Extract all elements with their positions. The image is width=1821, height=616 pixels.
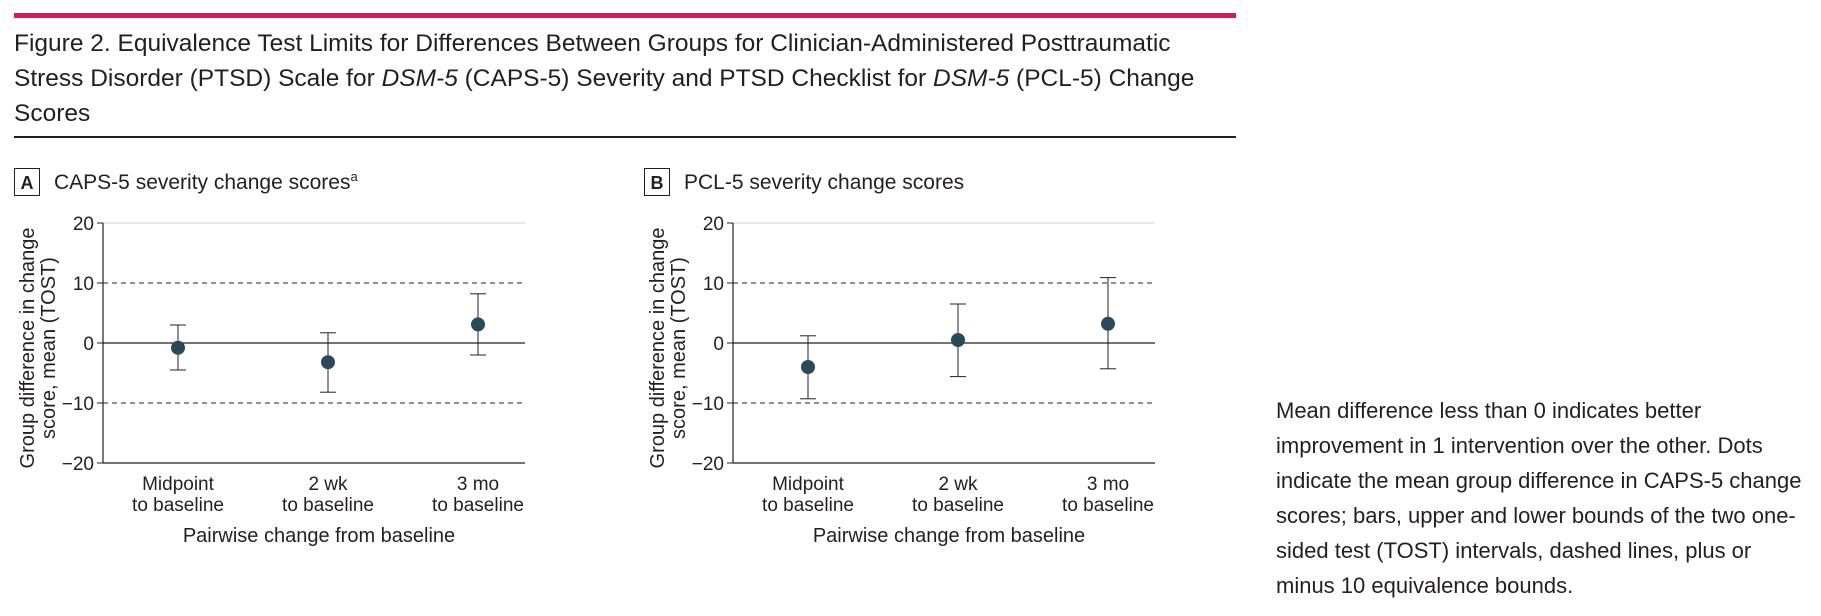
mean-point (321, 355, 335, 370)
x-tick-label: to baseline (282, 495, 374, 516)
title-part: (PCL-5) Change Scores (14, 65, 1195, 127)
y-tick-label: −10 (692, 394, 724, 415)
mean-point (801, 360, 815, 374)
y-axis-label: score, mean (TOST) (38, 257, 60, 439)
mean-point (171, 340, 185, 355)
x-tick-label: to baseline (1062, 495, 1154, 516)
title-part: DSM-5 (381, 65, 458, 92)
figure-caption: Mean difference less than 0 indicates be… (1276, 398, 1802, 598)
y-axis-label: Group difference in change (647, 228, 669, 469)
panel-a-title: CAPS-5 severity change scoresa (54, 169, 358, 195)
panel-b-header: B PCL-5 severity change scores (644, 166, 964, 198)
x-tick-label: 2 wk (308, 474, 348, 495)
y-axis-label: score, mean (TOST) (668, 257, 690, 439)
mean-point (471, 317, 485, 332)
x-tick-label: Midpoint (772, 474, 845, 495)
figure-title: Figure 2. Equivalence Test Limits for Di… (14, 26, 1244, 131)
y-tick-label: 20 (73, 214, 94, 235)
x-tick-label: to baseline (132, 495, 224, 516)
mean-point (1101, 316, 1115, 331)
y-tick-label: 10 (73, 274, 94, 295)
y-tick-label: −20 (692, 454, 724, 475)
panel-b-letter: B (644, 168, 670, 196)
y-tick-label: 0 (83, 334, 94, 355)
y-tick-label: −20 (62, 454, 94, 475)
y-tick-label: 0 (713, 334, 724, 355)
y-tick-label: 20 (703, 214, 724, 235)
panel-b-title: PCL-5 severity change scores (684, 169, 964, 195)
panel-b-title-text: PCL-5 severity change scores (684, 171, 965, 194)
y-tick-label: −10 (62, 394, 94, 415)
title-part: DSM-5 (933, 65, 1010, 92)
x-tick-label: 2 wk (938, 474, 978, 495)
x-tick-label: 3 mo (457, 474, 499, 495)
panel-a-header: A CAPS-5 severity change scoresa (14, 166, 358, 198)
x-tick-label: to baseline (912, 495, 1004, 516)
x-tick-label: to baseline (432, 495, 524, 516)
x-tick-label: 3 mo (1087, 474, 1129, 495)
title-rule (14, 136, 1236, 138)
panel-a-superscript: a (350, 169, 358, 184)
title-accent-bar (14, 13, 1236, 18)
y-axis-label: Group difference in change (17, 228, 39, 469)
y-tick-label: 10 (703, 274, 724, 295)
x-tick-label: Midpoint (142, 474, 215, 495)
x-axis-label: Pairwise change from baseline (183, 525, 455, 547)
mean-point (951, 333, 965, 347)
title-part: (CAPS-5) Severity and PTSD Checklist for (457, 65, 933, 92)
panel-a-letter: A (14, 168, 40, 196)
title-part: Figure 2. Equivalence Test Limits for Di… (14, 30, 1171, 92)
panel-a-title-text: CAPS-5 severity change scores (54, 171, 351, 194)
x-tick-label: to baseline (762, 495, 854, 516)
x-axis-label: Pairwise change from baseline (813, 525, 1085, 547)
